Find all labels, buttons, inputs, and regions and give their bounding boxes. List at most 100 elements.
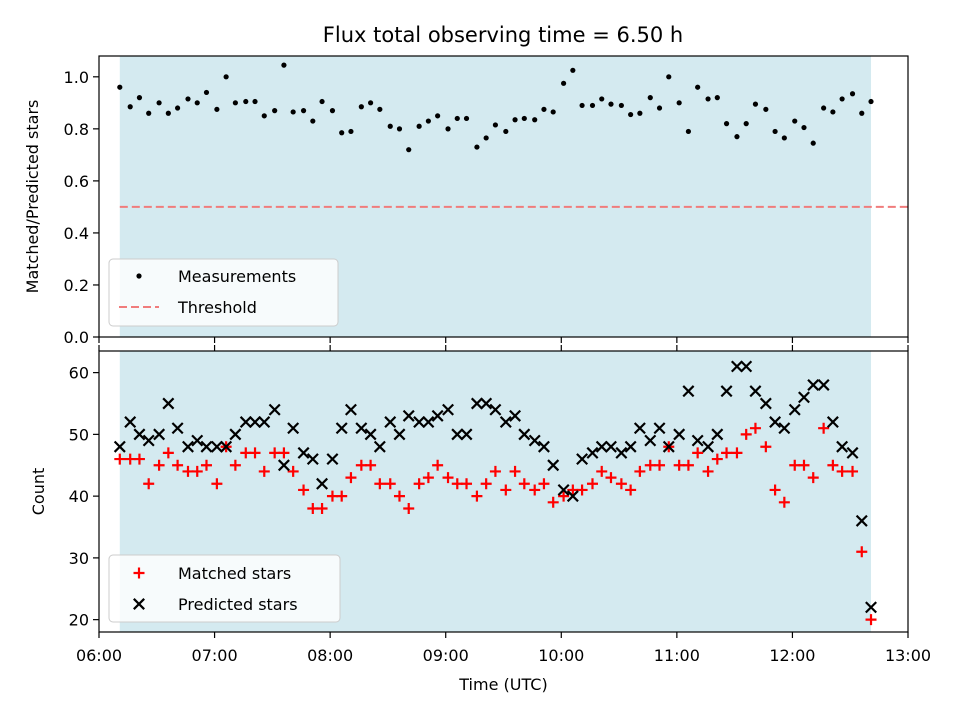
matched-star-marker [143,478,155,490]
top-y-tick-label: 0.8 [64,120,89,139]
measurement-point [666,74,672,80]
predicted-star-marker [326,453,339,466]
measurement-point [801,124,807,131]
legend-label-threshold: Threshold [177,298,257,317]
matched-star-marker [480,478,492,490]
predicted-star-marker [605,440,617,453]
bottom-axis-ticks: 20 30 40 50 60 06:00 07:00 08:00 09:00 10:00 11:00… [69,345,931,665]
matched-star-marker [114,453,126,465]
measurement-point [435,113,441,119]
predicted-star-marker [711,428,724,441]
legend-label-measurements: Measurements [178,267,296,286]
matched-star-marker [769,484,781,496]
matched-star-marker [731,447,743,459]
matched-star-marker [298,484,310,496]
measurement-point [300,108,307,114]
measurement-point [329,108,336,114]
measurement-point [367,100,374,106]
bottom-legend: Matched stars Predicted stars [108,554,341,623]
measurement-point [849,91,856,97]
matched-star-marker [654,459,666,471]
matched-star-marker [374,478,386,490]
matched-star-marker [586,478,598,490]
predicted-star-marker [162,397,175,410]
measurement-point [165,110,171,116]
matched-star-marker [518,478,530,490]
measurement-point [319,98,325,105]
top-y-tick-label: 0.6 [64,172,89,191]
measurement-point [377,106,383,112]
top-panel-frame [98,55,909,338]
predicted-star-marker [344,403,357,416]
matched-star-marker [422,472,434,484]
measurement-point [868,98,874,105]
matched-star-marker [307,502,319,514]
matched-star-marker [249,447,261,459]
predicted-star-marker [460,428,473,441]
top-legend: Measurements Threshold [108,258,339,327]
matched-star-marker [865,614,877,626]
predicted-star-marker [191,434,204,447]
predicted-star-marker [239,416,252,428]
matched-star-marker [124,453,136,465]
predicted-star-marker [855,514,868,527]
legend-marker-matched [133,567,145,579]
matched-star-marker [798,459,810,471]
matched-star-marker [644,459,656,471]
matched-star-marker [258,465,270,477]
measurement-point [743,121,749,127]
matched-star-marker [461,478,473,490]
matched-star-marker [807,472,819,484]
x-axis-label: Time (UTC) [458,675,547,694]
predicted-star-marker [133,428,146,441]
measurement-point [821,105,827,111]
measurement-point [772,128,778,135]
measurement-point [339,130,345,136]
x-tick-label: 06:00 [76,646,122,665]
predicted-star-marker [624,440,637,453]
matched-star-marker [818,422,830,434]
measurement-point [714,95,720,101]
x-tick-label: 10:00 [538,646,584,665]
matched-star-marker [240,447,252,459]
matched-star-marker [760,441,772,453]
predicted-star-marker [306,453,319,466]
measurement-point [272,108,278,114]
predicted-star-marker [499,416,512,428]
measurement-point [281,62,287,68]
predicted-star-marker [413,416,426,428]
predicted-star-marker [402,409,415,422]
matched-star-marker [538,478,550,490]
matched-star-marker [229,459,241,471]
measurement-point [695,84,701,90]
predicted-star-marker [557,483,570,496]
measurement-point [416,123,422,129]
matched-star-marker [605,472,617,484]
predicted-star-marker [355,422,368,435]
measurement-point [310,118,316,124]
predicted-star-marker [576,453,589,466]
x-tick-label: 08:00 [307,646,353,665]
matched-star-marker [576,484,588,496]
matched-star-marker [191,465,203,477]
chart-title: Flux total observing time = 6.50 h [323,23,683,47]
matched-star-marker [547,496,559,508]
predicted-star-marker [113,440,126,453]
matched-star-marker [509,465,521,477]
matched-star-marker [749,422,761,434]
measurement-point [647,95,653,101]
measurement-point [637,110,643,116]
measurement-point [810,140,816,146]
measurement-point [859,110,865,116]
matched-star-marker [625,484,637,496]
measurement-point [656,105,663,111]
bottom-y-axis-label: Count [29,468,48,516]
x-tick-label: 12:00 [769,646,815,665]
bottom-legend-box [108,554,341,623]
measurement-point [541,106,547,112]
measurement-point [570,67,576,73]
measurement-point [830,109,836,115]
top-y-tick-label: 1.0 [64,68,89,87]
measurement-point [136,95,143,101]
